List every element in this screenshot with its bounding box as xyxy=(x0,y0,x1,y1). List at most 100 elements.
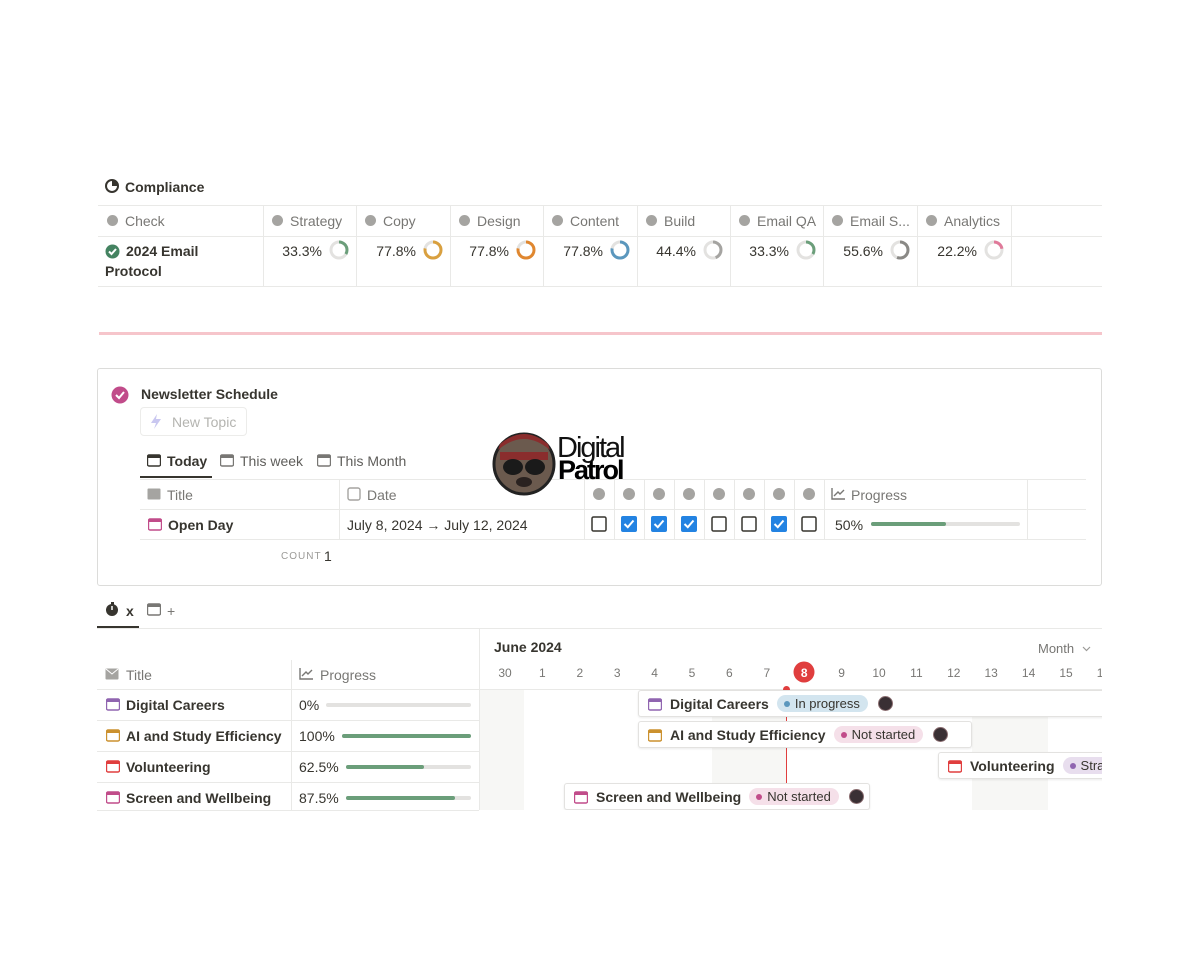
divider xyxy=(543,205,544,286)
column-header: Email QA xyxy=(757,213,817,229)
schedule-panel xyxy=(97,368,1102,586)
percent-label: 44.4% xyxy=(656,243,696,259)
status-dot xyxy=(783,700,790,707)
ring-value xyxy=(796,240,816,260)
divider xyxy=(584,479,585,539)
icon-shape xyxy=(623,488,635,500)
calendar-icon xyxy=(106,729,120,742)
percent-label: 22.2% xyxy=(937,243,977,259)
divider xyxy=(917,205,918,286)
ring-value xyxy=(703,240,723,260)
calendar-icon xyxy=(574,790,588,804)
progress-cell: 100% xyxy=(299,728,471,744)
view-tab[interactable]: x xyxy=(126,603,134,619)
status-chip: Not started xyxy=(833,726,924,743)
bar-title: AI and Study Efficiency xyxy=(670,726,826,743)
progress-label: 0% xyxy=(299,697,320,713)
bolt-icon xyxy=(151,414,161,429)
status-label: In progress xyxy=(794,696,860,711)
percent-label: 77.8% xyxy=(563,243,603,259)
bar-title: Screen and Wellbeing xyxy=(596,788,742,805)
row-title: Volunteering xyxy=(126,759,211,775)
tab-underline xyxy=(140,476,212,478)
timeline-bar: Volunteering Strategy xyxy=(938,752,1102,779)
avatar xyxy=(933,727,949,742)
status-chip: Strategy xyxy=(1062,757,1102,774)
section-title: Compliance xyxy=(125,179,205,195)
progress-ring xyxy=(516,240,536,260)
calendar-icon xyxy=(106,791,120,804)
calendar-icon xyxy=(106,698,120,711)
today-dot xyxy=(783,686,790,693)
new-topic-button[interactable] xyxy=(140,407,247,436)
divider xyxy=(674,479,675,539)
day-label: 2 xyxy=(576,666,584,680)
progress-cell: 87.5% xyxy=(299,790,471,806)
icon-shape xyxy=(107,215,118,226)
column-icon xyxy=(713,488,725,500)
new-topic-label[interactable]: New Topic xyxy=(172,414,237,430)
icon-shape xyxy=(926,215,937,226)
column-header: Date xyxy=(367,487,397,503)
timeline-bar: Digital Careers In progress xyxy=(638,690,1102,717)
day-label: 14 xyxy=(1021,666,1036,680)
checkbox-empty xyxy=(711,516,727,532)
status-dot xyxy=(1069,762,1076,769)
checkbox xyxy=(651,516,667,532)
icon-shape xyxy=(147,455,161,458)
status-label: Not started xyxy=(851,727,916,742)
progress-track xyxy=(871,522,1020,526)
title-icon xyxy=(147,488,161,500)
column-header: Strategy xyxy=(290,213,343,229)
day-label: 6 xyxy=(726,666,733,680)
logo-text: Patrol xyxy=(558,455,625,485)
progress-track xyxy=(345,765,471,769)
day-label: 3 xyxy=(613,666,621,680)
row-title: Digital Careers xyxy=(126,697,225,713)
status-dot xyxy=(756,793,763,800)
calendar-icon xyxy=(106,760,120,773)
divider xyxy=(704,479,705,539)
view-tab[interactable]: This Month xyxy=(337,453,407,469)
check-icon xyxy=(105,244,120,259)
column-icon xyxy=(683,488,695,500)
divider xyxy=(339,479,340,539)
checkbox-checked xyxy=(621,516,637,532)
logo-mark xyxy=(492,432,556,496)
progress-ring xyxy=(703,240,723,260)
view-tab[interactable]: This week xyxy=(240,453,304,469)
percent-label: 77.8% xyxy=(469,243,509,259)
check-name: 2024 Email Protocol xyxy=(105,243,199,279)
icon-shape xyxy=(743,488,755,500)
column-header: Check xyxy=(125,213,165,229)
icon-shape xyxy=(106,699,120,702)
view-tab[interactable]: Today xyxy=(167,453,208,469)
row-date: July 8, 2024 → July 12, 2024 xyxy=(347,517,528,533)
divider xyxy=(730,205,731,286)
timeline-icon xyxy=(106,602,118,616)
bar-title: Digital Careers xyxy=(670,695,769,712)
icon-shape xyxy=(648,729,662,733)
divider xyxy=(764,479,765,539)
icon-shape xyxy=(739,215,750,226)
ring-value xyxy=(329,240,349,260)
icon-shape xyxy=(574,791,588,795)
day-label: 1 xyxy=(539,666,546,680)
scale-select[interactable]: Month xyxy=(1038,641,1075,656)
view-tab[interactable]: + xyxy=(167,603,176,619)
progress-label: 87.5% xyxy=(299,790,339,806)
divider xyxy=(1011,205,1012,286)
status-label: Not started xyxy=(767,789,831,804)
icon-shape xyxy=(106,792,120,795)
progress-label: 62.5% xyxy=(299,759,339,775)
divider xyxy=(97,628,1102,629)
progress-ring xyxy=(610,240,630,260)
divider xyxy=(263,205,264,286)
row-title: Screen and Wellbeing xyxy=(126,790,272,806)
chevron xyxy=(1082,646,1091,652)
progress-cell: 62.5% xyxy=(299,759,471,775)
progress-fill xyxy=(871,522,946,526)
checkbox-checked xyxy=(771,516,787,532)
column-header: Progress xyxy=(320,667,377,683)
checkbox xyxy=(681,516,697,532)
